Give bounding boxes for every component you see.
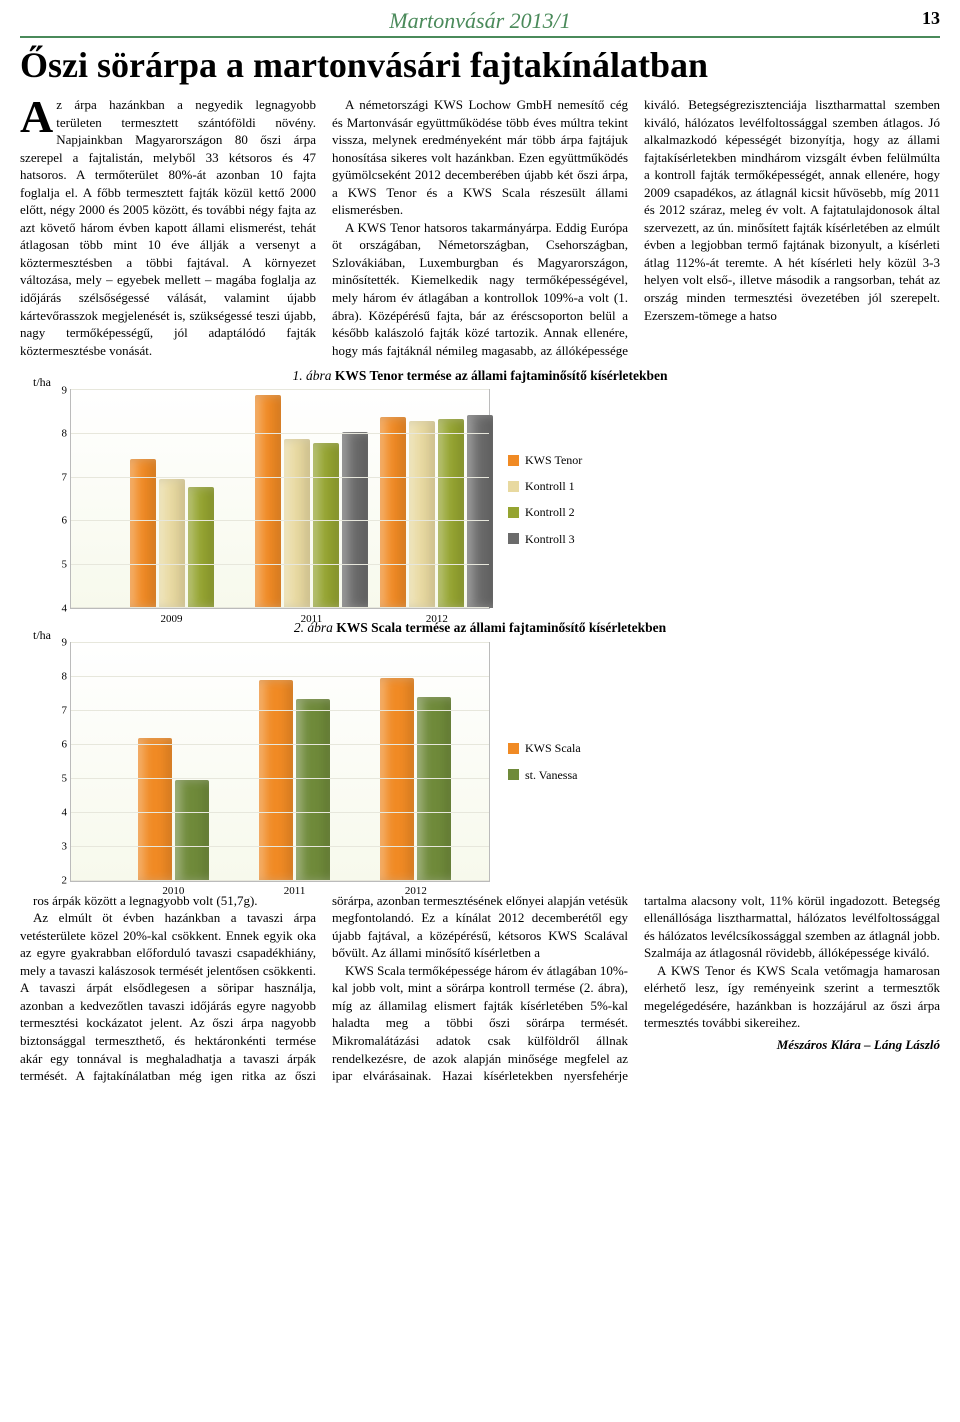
ytick: 4: [62, 601, 68, 616]
chart-1-legend: KWS Tenor Kontroll 1 Kontroll 2 Kontroll 3: [508, 452, 582, 547]
dropcap: A: [20, 96, 56, 137]
article-body: Az árpa hazánkban a negyedik legnagyobb …: [20, 96, 940, 1085]
xlabel: 2011: [301, 612, 323, 627]
bar: [438, 419, 464, 608]
xlabel: 2009: [161, 612, 183, 627]
bar: [417, 697, 451, 880]
ytick: 5: [62, 557, 68, 572]
legend-swatch: [508, 743, 519, 754]
page-number: 13: [922, 8, 940, 29]
bar: [175, 780, 209, 881]
legend-swatch: [508, 455, 519, 466]
paragraph-7: A KWS Tenor és KWS Scala vetőmagja hamar…: [644, 962, 940, 1032]
ytick: 8: [62, 427, 68, 442]
bar-group: 2010: [138, 738, 209, 880]
bar-group: 2011: [255, 395, 368, 608]
bar: [255, 395, 281, 608]
legend-item: KWS Tenor: [508, 452, 582, 468]
ytick: 7: [62, 703, 68, 718]
xlabel: 2011: [284, 884, 306, 899]
ytick: 5: [62, 771, 68, 786]
figure-1-title: KWS Tenor termése az állami fajtaminősít…: [331, 368, 667, 383]
article-author: Mészáros Klára – Láng László: [644, 1036, 940, 1054]
masthead: Martonvásár 2013/1 13: [20, 8, 940, 38]
legend-item: st. Vanessa: [508, 767, 581, 783]
bar: [380, 417, 406, 608]
figure-1: 1. ábra KWS Tenor termése az állami fajt…: [20, 367, 940, 609]
chart-1: 456789 200920112012: [70, 389, 490, 609]
bar: [313, 443, 339, 608]
legend-swatch: [508, 533, 519, 544]
bar-group: 2012: [380, 415, 493, 609]
ytick: 9: [62, 383, 68, 398]
figure-2-title: KWS Scala termése az állami fajtaminősít…: [333, 620, 666, 635]
legend-label: KWS Tenor: [525, 452, 582, 468]
ytick: 8: [62, 669, 68, 684]
chart-2-legend: KWS Scala st. Vanessa: [508, 740, 581, 782]
chart-1-bars: 200920112012: [71, 390, 489, 608]
p1-text: z árpa hazánkban a negyedik legnagyobb t…: [20, 97, 316, 358]
xlabel: 2012: [426, 612, 448, 627]
legend-label: st. Vanessa: [525, 767, 577, 783]
bar: [296, 699, 330, 881]
figure-2: 2. ábra KWS Scala termése az állami fajt…: [20, 619, 940, 881]
xlabel: 2010: [162, 884, 184, 899]
ytick: 4: [62, 805, 68, 820]
bar-group: 2009: [130, 459, 214, 609]
bar: [159, 479, 185, 609]
bar: [284, 439, 310, 608]
legend-swatch: [508, 769, 519, 780]
ytick: 6: [62, 737, 68, 752]
figure-2-caption: 2. ábra KWS Scala termése az állami fajt…: [20, 619, 940, 637]
figure-1-caption: 1. ábra KWS Tenor termése az állami fajt…: [20, 367, 940, 385]
chart-2-yaxis: 23456789: [43, 643, 71, 881]
ytick: 3: [62, 839, 68, 854]
bar: [409, 421, 435, 608]
paragraph-2: A németországi KWS Lochow GmbH nemesítő …: [332, 96, 628, 219]
ytick: 9: [62, 635, 68, 650]
legend-item: Kontroll 3: [508, 531, 582, 547]
figure-1-prefix: 1. ábra: [292, 368, 331, 383]
ytick: 2: [62, 873, 68, 888]
bar: [130, 459, 156, 609]
legend-label: Kontroll 3: [525, 531, 575, 547]
bar: [138, 738, 172, 880]
chart-1-yaxis: 456789: [43, 390, 71, 608]
legend-item: KWS Scala: [508, 740, 581, 756]
legend-label: KWS Scala: [525, 740, 581, 756]
legend-label: Kontroll 1: [525, 478, 575, 494]
article-headline: Őszi sörárpa a martonvásári fajtakínálat…: [20, 44, 940, 86]
ytick: 6: [62, 514, 68, 529]
bar: [188, 487, 214, 608]
legend-item: Kontroll 1: [508, 478, 582, 494]
chart-2: 23456789 201020112012: [70, 642, 490, 882]
ytick: 7: [62, 470, 68, 485]
bar: [467, 415, 493, 609]
publication-title: Martonvásár 2013/1: [389, 8, 571, 33]
legend-swatch: [508, 507, 519, 518]
paragraph-1: Az árpa hazánkban a negyedik legnagyobb …: [20, 96, 316, 359]
xlabel: 2012: [405, 884, 427, 899]
legend-swatch: [508, 481, 519, 492]
legend-label: Kontroll 2: [525, 504, 575, 520]
legend-item: Kontroll 2: [508, 504, 582, 520]
